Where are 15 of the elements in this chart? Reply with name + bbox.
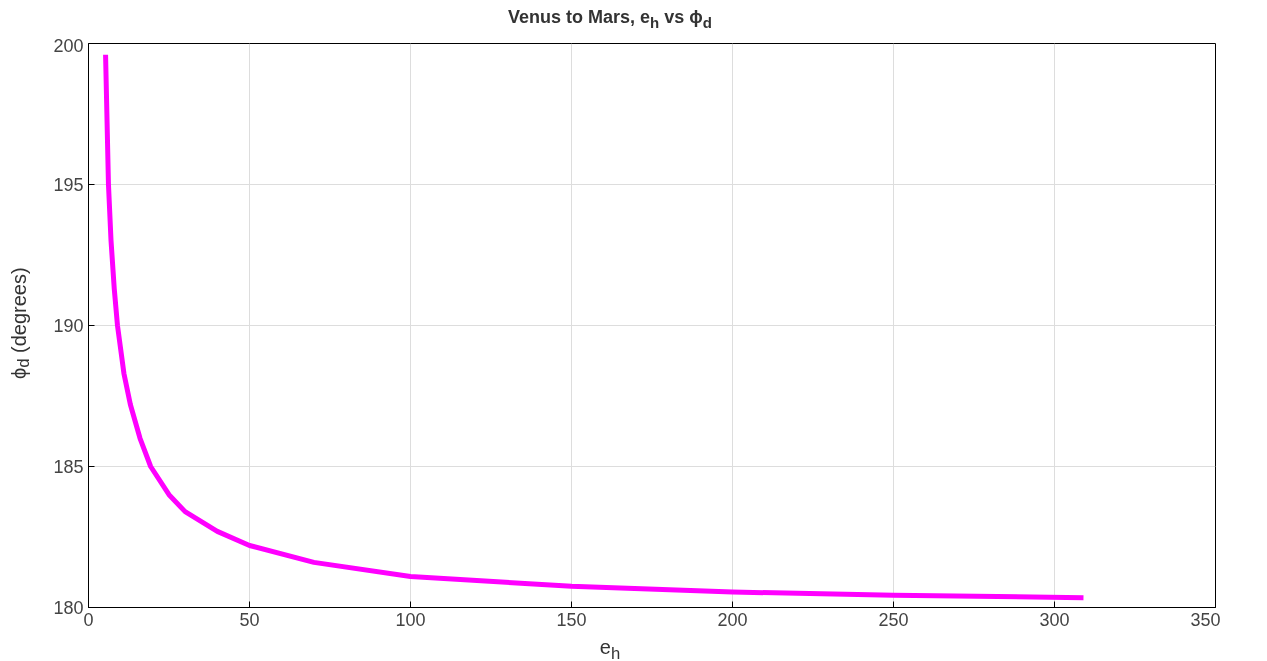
y-tick-label: 180 [53, 598, 84, 618]
x-tick-label: 150 [556, 609, 587, 630]
y-tick-label: 190 [53, 316, 84, 336]
y-tick-label: 200 [53, 35, 84, 56]
x-tick-label: 100 [395, 609, 426, 630]
x-tick-label: 300 [1039, 609, 1070, 630]
x-tick-label: 200 [717, 609, 748, 630]
y-tick-label: 185 [53, 457, 84, 477]
x-tick-label: 250 [878, 609, 909, 630]
x-tick-label: 350 [1190, 609, 1221, 630]
y-tick-label: 195 [53, 175, 84, 195]
chart-title: Venus to Mars, e$_{h}$ vs ϕ$_{d}$ [508, 7, 712, 31]
x-tick-label: 0 [83, 609, 94, 630]
x-axis-title: e$_{h}$ [599, 635, 621, 661]
x-tick-label: 50 [239, 609, 260, 630]
